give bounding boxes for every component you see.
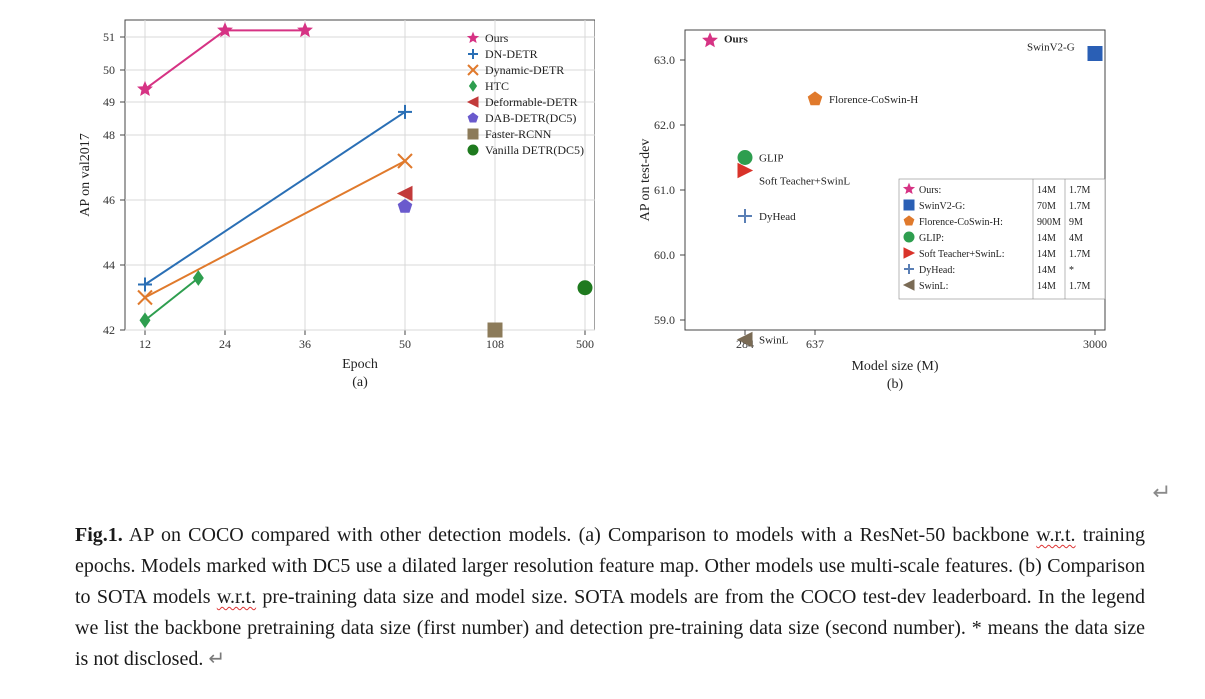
svg-text:Deformable-DETR: Deformable-DETR <box>485 95 578 109</box>
svg-text:SwinV2-G: SwinV2-G <box>1027 42 1075 54</box>
svg-text:24: 24 <box>219 337 231 351</box>
svg-text:48: 48 <box>103 128 115 142</box>
svg-text:4M: 4M <box>1069 233 1083 244</box>
svg-text:DAB-DETR(DC5): DAB-DETR(DC5) <box>485 111 576 125</box>
svg-text:Ours:: Ours: <box>919 185 941 196</box>
svg-text:1.7M: 1.7M <box>1069 249 1091 260</box>
svg-text:14M: 14M <box>1037 185 1056 196</box>
svg-text:DN-DETR: DN-DETR <box>485 47 538 61</box>
svg-text:GLIP: GLIP <box>759 153 783 165</box>
svg-text:637: 637 <box>806 337 824 351</box>
svg-text:Florence-CoSwin-H:: Florence-CoSwin-H: <box>919 217 1003 228</box>
svg-text:SwinL:: SwinL: <box>919 281 948 292</box>
svg-text:1.7M: 1.7M <box>1069 281 1091 292</box>
svg-text:(a): (a) <box>352 375 368 390</box>
svg-text:36: 36 <box>299 337 311 351</box>
svg-text:14M: 14M <box>1037 281 1056 292</box>
svg-text:Dynamic-DETR: Dynamic-DETR <box>485 63 564 77</box>
chart-a-svg: 12 24 36 50 108 500 42 44 46 48 49 50 51 Epoch (a) AP o… <box>75 10 595 430</box>
svg-text:14M: 14M <box>1037 265 1056 276</box>
svg-text:Model size (M): Model size (M) <box>851 359 938 374</box>
svg-text:70M: 70M <box>1037 201 1056 212</box>
chart-a: 12 24 36 50 108 500 42 44 46 48 49 50 51 Epoch (a) AP o… <box>75 10 595 430</box>
svg-text:DyHead:: DyHead: <box>919 265 955 276</box>
svg-text:500: 500 <box>576 337 594 351</box>
svg-text:DyHead: DyHead <box>759 211 796 223</box>
paragraph-mark-icon: ↵ <box>208 648 225 670</box>
svg-text:63.0: 63.0 <box>654 53 675 67</box>
svg-text:14M: 14M <box>1037 233 1056 244</box>
svg-text:AP on val2017: AP on val2017 <box>78 133 93 216</box>
svg-text:42: 42 <box>103 323 115 337</box>
spellcheck-word: w.r.t. <box>1036 524 1075 546</box>
svg-text:(b): (b) <box>887 377 904 392</box>
enter-icon <box>1148 480 1170 502</box>
svg-text:61.0: 61.0 <box>654 183 675 197</box>
svg-text:62.0: 62.0 <box>654 118 675 132</box>
svg-text:Vanilla DETR(DC5): Vanilla DETR(DC5) <box>485 143 584 157</box>
svg-text:Soft Teacher+SwinL:: Soft Teacher+SwinL: <box>919 249 1005 260</box>
chart-b: 284637300059.060.061.062.063.0Model size… <box>635 10 1115 430</box>
svg-text:50: 50 <box>103 63 115 77</box>
svg-text:59.0: 59.0 <box>654 313 675 327</box>
svg-text:Soft Teacher+SwinL: Soft Teacher+SwinL <box>759 176 850 188</box>
caption-body: AP on COCO compared with other detection… <box>75 524 1145 670</box>
svg-text:HTC: HTC <box>485 79 509 93</box>
svg-text:49: 49 <box>103 95 115 109</box>
svg-text:Florence-CoSwin-H: Florence-CoSwin-H <box>829 94 918 106</box>
svg-text:900M: 900M <box>1037 217 1061 228</box>
svg-text:3000: 3000 <box>1083 337 1107 351</box>
svg-text:SwinL: SwinL <box>759 335 789 347</box>
svg-text:1.7M: 1.7M <box>1069 201 1091 212</box>
figure-caption: Fig.1. AP on COCO compared with other de… <box>75 520 1145 675</box>
chart-b-svg: 284637300059.060.061.062.063.0Model size… <box>635 10 1115 430</box>
svg-text:44: 44 <box>103 258 115 272</box>
svg-text:12: 12 <box>139 337 151 351</box>
spellcheck-word: w.r.t. <box>217 586 256 608</box>
page-root: 12 24 36 50 108 500 42 44 46 48 49 50 51 Epoch (a) AP o… <box>0 0 1205 699</box>
svg-text:60.0: 60.0 <box>654 248 675 262</box>
charts-row: 12 24 36 50 108 500 42 44 46 48 49 50 51 Epoch (a) AP o… <box>75 10 1135 430</box>
svg-text:SwinV2-G:: SwinV2-G: <box>919 201 965 212</box>
svg-text:14M: 14M <box>1037 249 1056 260</box>
svg-text:Ours: Ours <box>724 34 749 46</box>
svg-text:108: 108 <box>486 337 504 351</box>
svg-text:*: * <box>1069 265 1074 276</box>
figure-label: Fig.1. <box>75 524 123 546</box>
svg-text:51: 51 <box>103 30 115 44</box>
svg-text:GLIP:: GLIP: <box>919 233 944 244</box>
svg-text:1.7M: 1.7M <box>1069 185 1091 196</box>
svg-text:46: 46 <box>103 193 115 207</box>
svg-text:9M: 9M <box>1069 217 1083 228</box>
svg-text:Ours: Ours <box>485 31 509 45</box>
svg-text:50: 50 <box>399 337 411 351</box>
svg-text:Faster-RCNN: Faster-RCNN <box>485 127 552 141</box>
svg-text:AP on test-dev: AP on test-dev <box>638 139 653 222</box>
svg-text:Epoch: Epoch <box>342 357 378 372</box>
